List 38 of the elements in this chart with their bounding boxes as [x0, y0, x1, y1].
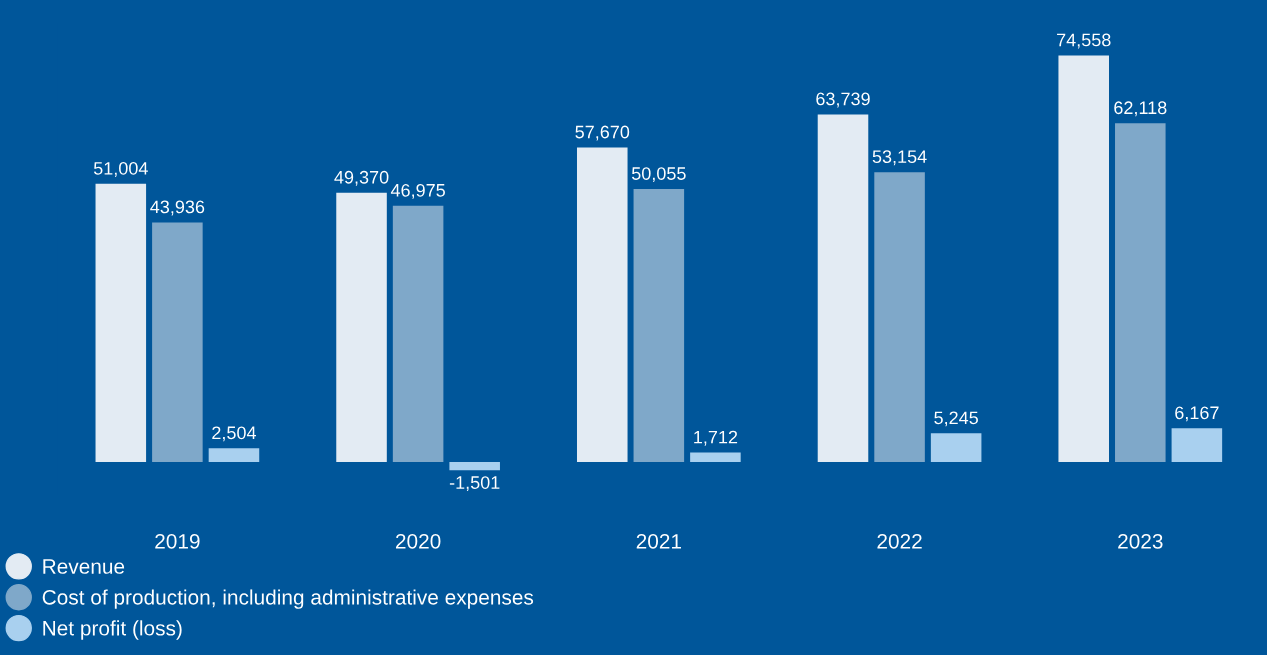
data-label: 63,739: [816, 92, 870, 108]
data-label: 57,670: [575, 125, 630, 141]
data-label: 46,975: [390, 183, 445, 199]
data-label: 43,936: [150, 200, 205, 216]
bar: [1058, 55, 1110, 462]
bar: [817, 114, 869, 462]
bar: [449, 461, 500, 471]
data-label: 6,167: [1175, 406, 1219, 422]
bar: [874, 172, 925, 462]
data-label: 49,370: [334, 170, 389, 186]
data-label: 50,055: [631, 167, 686, 183]
legend-label: Cost of production, including administrative expenses: [42, 589, 534, 609]
x-tick-label: 2021: [636, 533, 681, 549]
legend-label: Net profit (loss): [43, 620, 182, 640]
x-tick-label: 2023: [1118, 533, 1163, 549]
data-label: 5,245: [934, 411, 978, 427]
bar: [336, 192, 387, 462]
data-label: 2,504: [212, 426, 257, 442]
data-label: 53,154: [872, 150, 927, 166]
data-label: -1,501: [449, 476, 500, 492]
legend-label: Revenue: [43, 559, 125, 574]
x-tick-label: 2020: [395, 533, 441, 549]
bar: [1171, 428, 1223, 462]
x-tick-label: 2022: [877, 533, 922, 549]
bar: [208, 448, 260, 462]
bar: [392, 205, 444, 462]
bar: [1115, 123, 1166, 462]
bar: [576, 147, 628, 462]
data-label: 74,558: [1057, 33, 1111, 49]
bar: [633, 189, 685, 462]
bar: [152, 222, 203, 462]
data-label: 62,118: [1114, 101, 1167, 117]
data-label: 51,004: [93, 161, 148, 177]
x-tick-label: 2019: [155, 533, 200, 549]
bar: [930, 433, 982, 462]
bar: [690, 452, 741, 462]
bar: [95, 183, 147, 462]
data-label: 1,712: [694, 430, 738, 446]
